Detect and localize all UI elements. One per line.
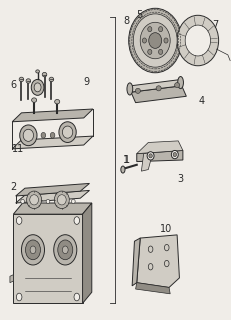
Ellipse shape <box>148 154 152 158</box>
Ellipse shape <box>62 246 68 254</box>
Polygon shape <box>136 235 179 287</box>
Text: 7: 7 <box>211 20 217 29</box>
Ellipse shape <box>49 77 54 82</box>
Ellipse shape <box>158 27 162 32</box>
Ellipse shape <box>34 83 41 92</box>
Text: 11: 11 <box>12 144 24 154</box>
Ellipse shape <box>36 70 39 73</box>
Text: 8: 8 <box>123 16 129 27</box>
Polygon shape <box>136 150 182 162</box>
Ellipse shape <box>158 49 162 54</box>
Ellipse shape <box>27 191 41 209</box>
Ellipse shape <box>172 153 176 157</box>
Ellipse shape <box>176 15 218 66</box>
Ellipse shape <box>174 83 179 88</box>
Ellipse shape <box>62 126 73 138</box>
Polygon shape <box>82 203 91 303</box>
Ellipse shape <box>20 125 37 146</box>
Text: 1: 1 <box>123 155 129 165</box>
Ellipse shape <box>184 25 210 56</box>
Ellipse shape <box>25 240 40 260</box>
Polygon shape <box>136 141 182 154</box>
Circle shape <box>16 293 22 301</box>
Polygon shape <box>141 152 152 171</box>
Ellipse shape <box>142 38 146 43</box>
Ellipse shape <box>26 79 30 83</box>
Ellipse shape <box>21 235 44 265</box>
Text: 4: 4 <box>198 96 204 106</box>
Ellipse shape <box>54 235 76 265</box>
Text: 2: 2 <box>10 182 16 192</box>
Text: 6: 6 <box>10 80 16 90</box>
Polygon shape <box>13 214 82 303</box>
Ellipse shape <box>42 72 47 77</box>
Ellipse shape <box>57 195 66 205</box>
Ellipse shape <box>19 77 24 82</box>
Ellipse shape <box>128 8 181 73</box>
Polygon shape <box>12 136 93 149</box>
Circle shape <box>16 217 22 224</box>
Ellipse shape <box>163 38 167 43</box>
Ellipse shape <box>126 83 132 95</box>
Ellipse shape <box>147 27 151 32</box>
Text: 3: 3 <box>177 174 183 184</box>
Polygon shape <box>16 183 89 196</box>
Ellipse shape <box>55 100 59 104</box>
Circle shape <box>74 293 79 301</box>
Ellipse shape <box>50 132 55 138</box>
Circle shape <box>74 217 79 224</box>
Ellipse shape <box>135 88 140 93</box>
Ellipse shape <box>171 150 177 159</box>
Text: 9: 9 <box>83 77 89 87</box>
Ellipse shape <box>30 195 38 205</box>
Ellipse shape <box>71 199 75 204</box>
Polygon shape <box>131 86 185 103</box>
Polygon shape <box>13 203 91 214</box>
Polygon shape <box>16 190 89 203</box>
Ellipse shape <box>59 122 76 142</box>
Ellipse shape <box>31 98 36 102</box>
Ellipse shape <box>31 79 44 95</box>
Polygon shape <box>12 109 93 122</box>
Ellipse shape <box>147 49 151 54</box>
Ellipse shape <box>21 199 24 204</box>
Ellipse shape <box>140 22 170 59</box>
Text: 5: 5 <box>135 10 142 20</box>
Text: 1: 1 <box>124 155 130 165</box>
Ellipse shape <box>30 246 36 254</box>
Ellipse shape <box>23 129 33 141</box>
Ellipse shape <box>41 132 46 138</box>
Ellipse shape <box>46 199 50 204</box>
Polygon shape <box>135 283 170 294</box>
Polygon shape <box>10 275 13 283</box>
Ellipse shape <box>177 76 183 89</box>
Polygon shape <box>132 238 140 286</box>
Ellipse shape <box>155 86 161 91</box>
Ellipse shape <box>133 14 176 67</box>
Ellipse shape <box>120 166 125 173</box>
Ellipse shape <box>148 33 161 48</box>
Ellipse shape <box>58 240 73 260</box>
Polygon shape <box>131 79 181 92</box>
Text: 10: 10 <box>159 223 171 234</box>
Ellipse shape <box>146 152 153 160</box>
Ellipse shape <box>54 191 69 209</box>
